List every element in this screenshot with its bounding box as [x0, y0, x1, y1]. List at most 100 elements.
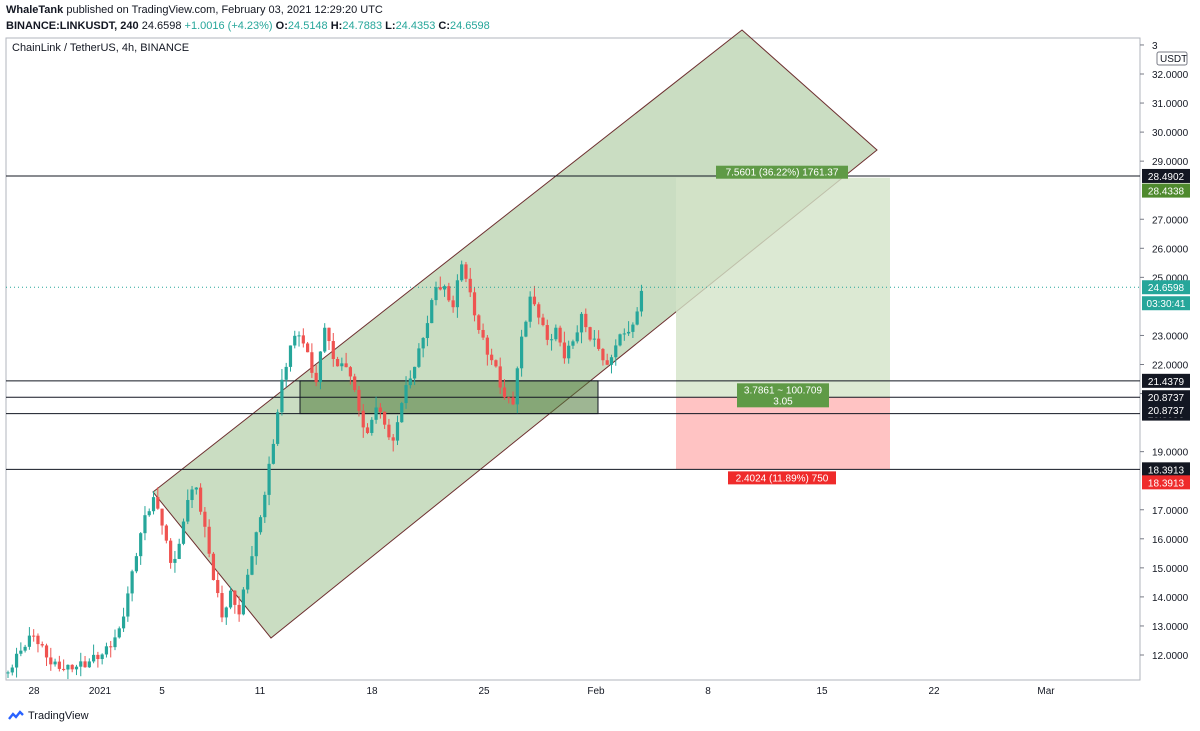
- candle-body: [156, 497, 160, 509]
- candle-body: [413, 366, 417, 379]
- candle-body: [455, 280, 459, 308]
- candle-body: [284, 366, 288, 380]
- candle-body: [451, 300, 455, 308]
- candle-body: [468, 278, 472, 293]
- tradingview-footer[interactable]: TradingView: [8, 710, 89, 722]
- candle-body: [370, 419, 374, 433]
- ohlc-c-label: C:: [438, 20, 450, 32]
- candle-body: [545, 325, 549, 340]
- candle-body: [250, 556, 254, 575]
- candle-body: [49, 657, 53, 665]
- candle-body: [92, 654, 96, 662]
- candle-body: [36, 635, 40, 645]
- candle-body: [541, 317, 545, 326]
- candle-body: [87, 661, 91, 668]
- ratio-label-bg: [737, 383, 829, 408]
- candle-body: [567, 345, 571, 359]
- candle-body: [267, 463, 271, 495]
- target-label-text: 7.5601 (36.22%) 1761.37: [726, 168, 839, 179]
- y-tick-label: 12.0000: [1152, 651, 1189, 662]
- candle-body: [442, 286, 447, 290]
- y-tick-label: 3: [1152, 41, 1158, 52]
- candle-body: [357, 389, 361, 411]
- y-tick-label: 29.0000: [1152, 157, 1189, 168]
- candle-body: [276, 412, 280, 444]
- candle-body: [404, 385, 408, 404]
- candle-body: [207, 526, 211, 554]
- candle-body: [177, 543, 181, 559]
- candle-body: [331, 341, 335, 360]
- candle-body: [481, 329, 485, 338]
- candle-body: [74, 666, 79, 670]
- candle-body: [340, 363, 344, 367]
- candle-body: [335, 359, 340, 367]
- y-tick-label: 17.0000: [1152, 506, 1189, 517]
- candle-body: [130, 571, 134, 594]
- candle-body: [314, 372, 318, 383]
- candle-body: [113, 637, 117, 648]
- candle-body: [143, 515, 147, 534]
- candle-body: [216, 580, 220, 594]
- candle-body: [400, 403, 404, 423]
- candle-body: [233, 590, 237, 605]
- y-tick-label: 31.0000: [1152, 99, 1189, 110]
- candle-body: [169, 540, 173, 563]
- ohlc-o: 24.5148: [287, 20, 328, 32]
- candle-body: [160, 508, 164, 526]
- candle-body: [280, 379, 284, 413]
- price-level-tag: 20.8737: [1142, 390, 1190, 405]
- candle-body: [6, 672, 10, 674]
- x-tick-label: 8: [705, 686, 711, 697]
- candle-body: [391, 437, 395, 441]
- price-tag-bg: [1142, 403, 1190, 418]
- candle-body: [434, 287, 438, 301]
- candle-body: [10, 667, 14, 673]
- x-tick-label: 2021: [89, 686, 112, 697]
- price-level-tag: 18.3913: [1142, 462, 1190, 477]
- price-tag: 18.3913: [1142, 475, 1190, 490]
- candle-body: [147, 511, 151, 516]
- candle-body: [472, 292, 477, 316]
- last-price-label: 24.6598: [1148, 283, 1185, 294]
- price-tag: 20.8737: [1142, 403, 1190, 418]
- candle-body: [344, 363, 348, 368]
- candle-body: [460, 264, 464, 281]
- candle-body: [520, 336, 524, 369]
- candle-body: [19, 650, 23, 654]
- candles-group: [6, 260, 644, 680]
- candle-body: [639, 290, 644, 312]
- candle-body: [297, 335, 301, 337]
- candle-body: [258, 517, 263, 533]
- candle-body: [515, 368, 519, 405]
- candle-body: [588, 327, 592, 340]
- candle-body: [417, 348, 421, 367]
- header-change: +1.0016 (+4.23%): [184, 20, 273, 32]
- candle-body: [23, 646, 27, 651]
- candle-body: [44, 645, 49, 658]
- price-level-bg: [1142, 373, 1190, 388]
- candle-body: [306, 343, 310, 353]
- candle-body: [438, 287, 442, 290]
- candle-body: [301, 335, 305, 344]
- last-price-bg: [1142, 280, 1190, 295]
- candle-body: [383, 411, 387, 425]
- ratio-value-text: 3.05: [773, 396, 793, 407]
- candle-body: [53, 661, 57, 665]
- candle-body: [425, 323, 430, 339]
- candle-body: [430, 300, 434, 324]
- y-tick-label: 15.0000: [1152, 564, 1189, 575]
- candle-body: [378, 407, 382, 412]
- symbol-info: BINANCE:LINKUSDT, 240: [6, 20, 139, 32]
- x-tick-label: Mar: [1037, 686, 1055, 697]
- author-name[interactable]: WhaleTank: [6, 4, 64, 16]
- header-price: 24.6598: [141, 20, 182, 32]
- candle-body: [327, 327, 331, 342]
- price-level-label: 28.4902: [1148, 172, 1185, 183]
- candle-body: [164, 525, 168, 541]
- y-tick-label: 30.0000: [1152, 128, 1189, 139]
- candle-body: [597, 338, 601, 349]
- stop-label-text: 2.4024 (11.89%) 750: [736, 473, 829, 484]
- candle-body: [558, 327, 562, 343]
